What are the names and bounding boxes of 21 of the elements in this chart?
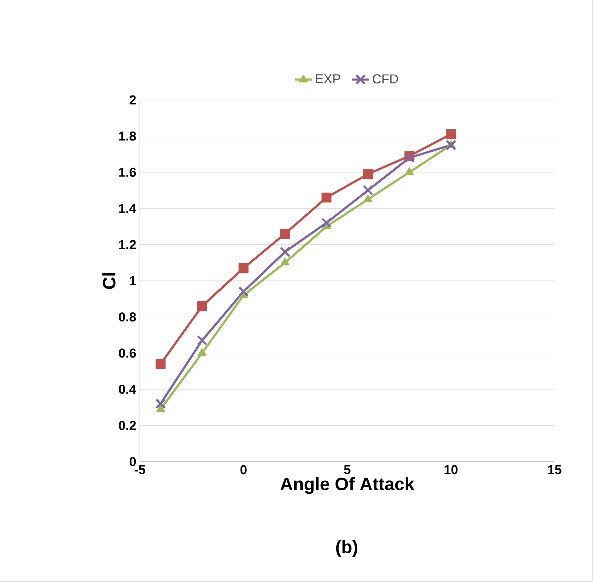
x-tick-label: 5 bbox=[344, 465, 351, 474]
y-axis-title: Cl bbox=[102, 273, 116, 290]
y-tick-label: 1.2 bbox=[119, 240, 136, 250]
x-tick-label: -5 bbox=[134, 465, 146, 474]
y-tick-label: 2 bbox=[130, 96, 136, 105]
y-tick-label: 1.6 bbox=[119, 168, 136, 178]
y-tick-label: 1 bbox=[130, 276, 136, 286]
y-tick-label: 0.8 bbox=[119, 312, 136, 322]
y-tick-label: 0.6 bbox=[119, 348, 136, 358]
x-tick-label: 0 bbox=[240, 465, 247, 475]
y-tick-label: 0.2 bbox=[119, 421, 136, 430]
y-tick-label: 0 bbox=[130, 457, 136, 466]
legend-label: CFD bbox=[372, 74, 398, 84]
y-tick-label: 1.4 bbox=[119, 204, 137, 214]
x-tick-label: 10 bbox=[444, 465, 458, 475]
text: (b) bbox=[336, 540, 358, 558]
x-tick-label: 15 bbox=[548, 465, 562, 474]
legend-label: EXP bbox=[316, 74, 340, 84]
y-tick-label: 1.8 bbox=[119, 132, 136, 141]
y-tick-label: 0.4 bbox=[119, 384, 137, 394]
x-axis-title: Angle Of Attack bbox=[280, 477, 415, 494]
